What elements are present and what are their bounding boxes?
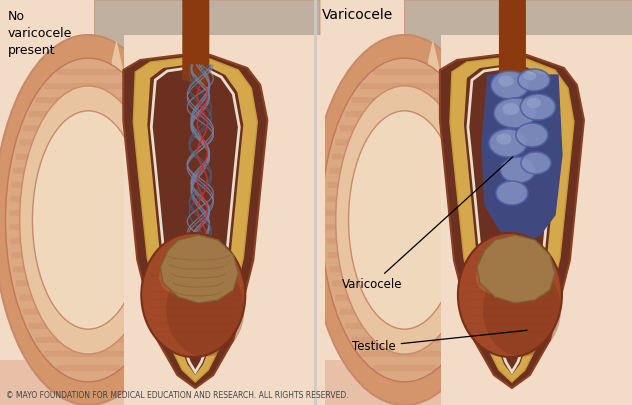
FancyBboxPatch shape (9, 224, 167, 230)
FancyBboxPatch shape (11, 182, 165, 188)
FancyBboxPatch shape (35, 97, 141, 103)
FancyBboxPatch shape (345, 323, 464, 329)
Ellipse shape (491, 71, 529, 99)
Polygon shape (182, 0, 209, 85)
FancyBboxPatch shape (329, 266, 480, 272)
FancyBboxPatch shape (345, 111, 464, 117)
Ellipse shape (6, 58, 171, 382)
FancyBboxPatch shape (329, 168, 480, 174)
Polygon shape (477, 235, 555, 303)
Ellipse shape (518, 69, 550, 91)
FancyBboxPatch shape (327, 252, 482, 258)
FancyBboxPatch shape (23, 309, 153, 315)
Ellipse shape (20, 86, 157, 354)
Text: Varicocele: Varicocele (342, 157, 513, 291)
Polygon shape (441, 35, 632, 405)
Polygon shape (440, 55, 584, 388)
FancyBboxPatch shape (351, 337, 458, 343)
FancyBboxPatch shape (11, 252, 165, 258)
Ellipse shape (458, 233, 562, 357)
Polygon shape (425, 40, 452, 280)
FancyBboxPatch shape (44, 83, 132, 89)
Ellipse shape (521, 152, 551, 174)
FancyBboxPatch shape (9, 210, 167, 216)
Ellipse shape (496, 133, 511, 145)
Text: © MAYO FOUNDATION FOR MEDICAL EDUCATION AND RESEARCH. ALL RIGHTS RESERVED.: © MAYO FOUNDATION FOR MEDICAL EDUCATION … (6, 391, 349, 400)
FancyBboxPatch shape (35, 337, 141, 343)
FancyBboxPatch shape (29, 323, 148, 329)
FancyBboxPatch shape (339, 126, 470, 131)
Polygon shape (0, 0, 315, 405)
Polygon shape (316, 0, 632, 405)
FancyBboxPatch shape (16, 280, 161, 286)
Ellipse shape (322, 58, 487, 382)
FancyBboxPatch shape (373, 365, 436, 371)
Ellipse shape (476, 260, 512, 294)
Ellipse shape (489, 129, 527, 157)
Ellipse shape (520, 94, 556, 120)
Ellipse shape (496, 181, 528, 205)
Ellipse shape (516, 123, 548, 147)
FancyBboxPatch shape (57, 365, 119, 371)
FancyBboxPatch shape (44, 351, 132, 357)
FancyBboxPatch shape (360, 351, 449, 357)
FancyBboxPatch shape (339, 309, 470, 315)
FancyBboxPatch shape (327, 182, 482, 188)
Ellipse shape (501, 157, 535, 183)
FancyBboxPatch shape (16, 153, 161, 160)
Polygon shape (161, 235, 238, 303)
FancyBboxPatch shape (326, 210, 483, 216)
Text: No
varicocele
present: No varicocele present (8, 10, 73, 57)
Polygon shape (124, 35, 325, 405)
Polygon shape (464, 65, 560, 375)
FancyBboxPatch shape (23, 126, 153, 131)
Polygon shape (404, 0, 632, 130)
Polygon shape (133, 58, 257, 382)
Polygon shape (109, 40, 135, 280)
Text: Varicocele: Varicocele (322, 8, 393, 22)
Text: Testicle: Testicle (352, 330, 527, 353)
Polygon shape (450, 58, 574, 382)
Ellipse shape (502, 103, 520, 115)
Ellipse shape (310, 35, 499, 405)
FancyBboxPatch shape (20, 139, 157, 145)
FancyBboxPatch shape (10, 238, 166, 244)
Polygon shape (123, 55, 267, 388)
Polygon shape (147, 65, 243, 375)
Ellipse shape (336, 86, 473, 354)
Ellipse shape (0, 35, 183, 405)
Ellipse shape (166, 264, 245, 356)
FancyBboxPatch shape (10, 196, 166, 202)
Polygon shape (316, 360, 632, 405)
FancyBboxPatch shape (29, 111, 148, 117)
Ellipse shape (498, 75, 514, 87)
Ellipse shape (523, 72, 537, 81)
Ellipse shape (527, 98, 541, 108)
FancyBboxPatch shape (373, 69, 436, 75)
Ellipse shape (494, 98, 536, 128)
Polygon shape (482, 75, 562, 243)
Polygon shape (0, 360, 315, 405)
Ellipse shape (142, 233, 245, 357)
FancyBboxPatch shape (20, 294, 157, 301)
FancyBboxPatch shape (360, 83, 449, 89)
FancyBboxPatch shape (326, 224, 483, 230)
FancyBboxPatch shape (57, 69, 119, 75)
FancyBboxPatch shape (332, 280, 477, 286)
Ellipse shape (159, 260, 195, 294)
Polygon shape (95, 0, 320, 120)
Ellipse shape (349, 111, 460, 329)
FancyBboxPatch shape (326, 196, 483, 202)
FancyBboxPatch shape (326, 238, 483, 244)
FancyBboxPatch shape (351, 97, 458, 103)
Ellipse shape (32, 111, 144, 329)
FancyBboxPatch shape (13, 266, 163, 272)
Ellipse shape (483, 264, 561, 356)
Polygon shape (499, 0, 526, 85)
FancyBboxPatch shape (336, 294, 473, 301)
FancyBboxPatch shape (332, 153, 477, 160)
FancyBboxPatch shape (336, 139, 473, 145)
FancyBboxPatch shape (13, 168, 163, 174)
